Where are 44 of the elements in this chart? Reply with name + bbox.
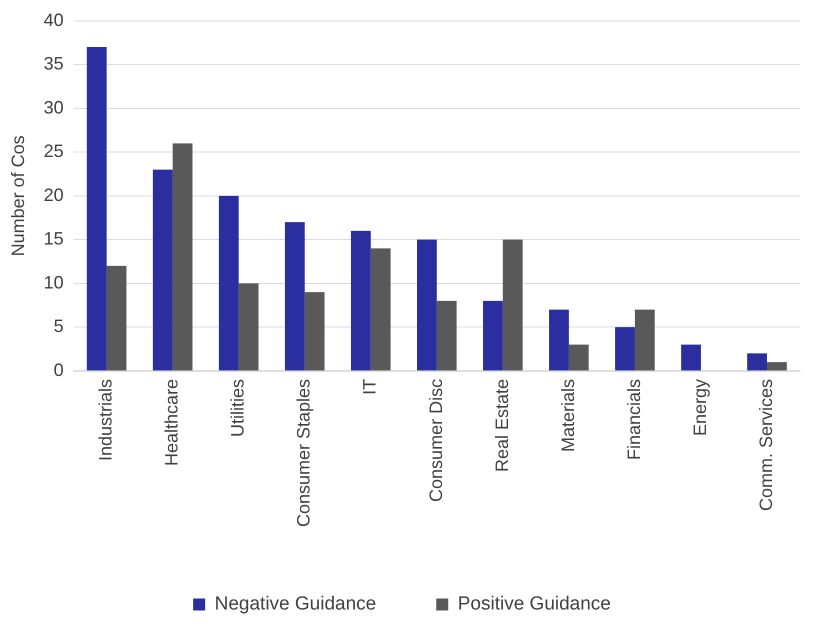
bar — [436, 300, 457, 370]
bar — [370, 248, 391, 370]
bar — [284, 222, 305, 370]
bar — [766, 362, 787, 370]
bar — [350, 230, 371, 370]
x-tick-label: Consumer Disc — [426, 378, 446, 502]
y-tick-label: 0 — [54, 360, 64, 380]
bar — [747, 353, 767, 370]
x-tick-label: Comm. Services — [756, 378, 776, 511]
x-tick-label: Consumer Staples — [294, 378, 314, 528]
bar — [172, 143, 192, 370]
y-tick-label: 35 — [44, 54, 64, 74]
y-tick-label: 10 — [44, 272, 64, 292]
y-tick-label: 5 — [54, 316, 64, 336]
y-tick-label: 40 — [44, 10, 64, 30]
bar — [152, 170, 173, 370]
y-axis-title: Number of Cos — [8, 135, 28, 256]
bar — [86, 47, 107, 370]
legend-label: Negative Guidance — [214, 594, 376, 615]
bar — [634, 310, 655, 370]
bar — [417, 240, 437, 370]
x-tick-label: Industrials — [96, 378, 116, 461]
x-tick-label: Financials — [624, 378, 644, 460]
bar — [304, 292, 325, 370]
y-tick-label: 25 — [44, 141, 64, 162]
x-tick-label: Utilities — [228, 378, 248, 437]
x-tick-label: Materials — [558, 378, 578, 452]
bar — [615, 327, 635, 370]
x-tick-label: Healthcare — [162, 378, 182, 466]
bar — [218, 196, 239, 370]
bar — [483, 300, 503, 370]
x-tick-label: IT — [360, 378, 380, 395]
bar — [549, 310, 569, 370]
bar — [502, 240, 523, 370]
x-tick-label: Real Estate — [492, 378, 512, 472]
y-tick-label: 20 — [44, 184, 64, 205]
x-tick-label: Energy — [690, 378, 710, 436]
y-tick-label: 30 — [44, 97, 64, 118]
y-tick-label: 15 — [44, 228, 64, 249]
bar — [106, 266, 126, 370]
bar — [238, 283, 259, 370]
legend-label: Positive Guidance — [458, 594, 611, 615]
bar — [681, 344, 701, 370]
bar — [568, 344, 589, 370]
